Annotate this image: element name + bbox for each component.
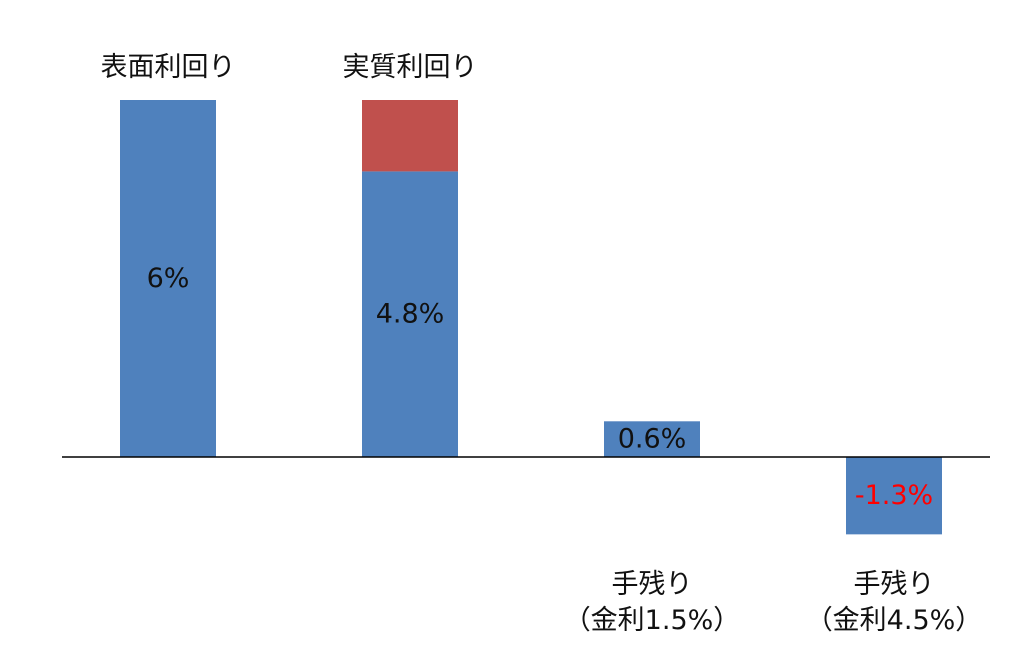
data-label: 4.8% — [376, 299, 445, 330]
data-labels-group: 6% 4.8% 0.6% -1.3% — [147, 263, 934, 511]
category-label: 手残り — [854, 569, 935, 600]
category-label: 実質利回り — [343, 52, 478, 83]
data-label: -1.3% — [855, 480, 933, 511]
data-label: 0.6% — [618, 424, 687, 455]
data-label: 6% — [147, 263, 190, 294]
bar-segment — [362, 100, 458, 172]
category-label: （金利4.5%） — [806, 605, 983, 636]
bars-group — [120, 100, 942, 535]
bar-segment — [120, 100, 216, 457]
bar-segment — [362, 171, 458, 457]
bar-segment — [846, 457, 942, 535]
bar-segment — [604, 421, 700, 457]
category-label: 表面利回り — [101, 52, 236, 83]
category-label: 手残り — [612, 569, 693, 600]
category-label: （金利1.5%） — [564, 605, 741, 636]
